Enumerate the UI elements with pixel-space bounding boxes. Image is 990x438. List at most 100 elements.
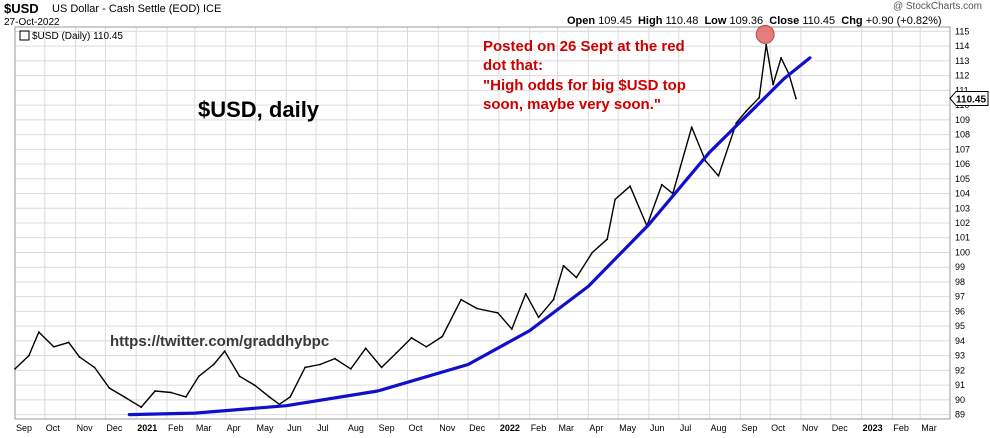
price-point	[319, 363, 321, 366]
y-tick-label: 95	[955, 321, 965, 331]
price-point	[425, 345, 428, 348]
note-line-4: soon, maybe very soon."	[483, 96, 661, 113]
y-tick-label: 114	[955, 41, 969, 51]
x-tick-label: May	[256, 423, 274, 433]
price-point	[289, 395, 292, 398]
price-point	[510, 328, 513, 331]
x-tick-label: Feb	[893, 423, 909, 433]
x-tick-label: Nov	[802, 423, 819, 433]
price-point	[253, 384, 256, 387]
y-tick-label: 106	[955, 159, 970, 169]
price-point	[772, 83, 775, 86]
x-tick-label: Sep	[741, 423, 757, 433]
chg-label: Chg	[841, 15, 863, 27]
x-tick-label: Apr	[227, 423, 241, 433]
price-point	[745, 110, 748, 112]
x-tick-label: 2022	[500, 423, 520, 433]
last-price-tag-shape	[949, 90, 989, 106]
price-point	[67, 341, 70, 344]
x-tick-label: 2021	[137, 423, 157, 433]
price-point	[123, 395, 126, 398]
y-tick-label: 108	[955, 130, 970, 140]
x-tick-label: 2023	[863, 423, 883, 433]
legend-label: $USD (Daily) 110.45	[32, 31, 123, 42]
brand-label[interactable]: @ StockCharts.com	[892, 1, 982, 12]
y-tick-label: 94	[955, 336, 965, 346]
y-tick-label: 89	[955, 410, 965, 420]
price-point	[334, 357, 336, 360]
price-point	[52, 345, 55, 348]
grid-lines	[14, 27, 950, 419]
x-tick-label: Oct	[46, 423, 61, 433]
x-tick-label: Feb	[531, 423, 547, 433]
price-point	[364, 347, 367, 350]
price-point	[304, 366, 307, 369]
price-point	[795, 97, 797, 100]
price-point	[395, 351, 398, 354]
price-point	[591, 251, 594, 254]
chg-value: +0.90 (+0.82%)	[865, 15, 942, 27]
red-note: Posted on 26 Sept at the red dot that: "…	[483, 38, 686, 113]
y-tick-label: 104	[955, 189, 970, 199]
price-point	[537, 316, 540, 319]
price-point	[185, 395, 187, 398]
price-point	[197, 375, 200, 378]
x-tick-label: Jul	[317, 423, 329, 433]
y-tick-label: 111	[955, 85, 969, 95]
x-tick-label: Aug	[711, 423, 727, 433]
price-point	[629, 185, 631, 188]
price-point	[765, 43, 768, 46]
x-tick-label: Sep	[16, 423, 32, 433]
note-line-1: Posted on 26 Sept at the red	[483, 38, 685, 55]
price-point	[212, 363, 215, 366]
x-tick-label: May	[619, 423, 637, 433]
price-point	[78, 356, 81, 359]
price-point	[223, 350, 226, 353]
price-point	[93, 366, 96, 369]
price-point	[476, 307, 478, 310]
x-tick-label: Jul	[680, 423, 692, 433]
trendline	[127, 56, 812, 417]
y-tick-label: 97	[955, 292, 965, 302]
x-axis: Sep Oct Nov Dec 2021 Feb Mar Apr May Jun Jul Aug Sep…	[16, 423, 937, 433]
chart-annotation-title: $USD, daily	[198, 97, 320, 122]
price-point	[37, 331, 40, 333]
y-tick-label: 109	[955, 115, 970, 125]
marker-layer	[755, 24, 775, 44]
x-tick-label: Nov	[77, 423, 94, 433]
low-value: 109.36	[729, 15, 764, 27]
x-tick-label: Apr	[589, 423, 603, 433]
price-point	[497, 311, 499, 314]
price-point	[614, 198, 617, 201]
y-tick-label: 101	[955, 233, 970, 243]
x-tick-label: Mar	[921, 423, 937, 433]
legend-swatch	[19, 30, 30, 41]
price-point	[524, 292, 527, 295]
legend: $USD (Daily) 110.45	[19, 30, 123, 42]
note-line-3: "High odds for big $USD top	[483, 77, 686, 94]
x-tick-label: Mar	[196, 423, 212, 433]
open-label: Open	[567, 15, 596, 27]
close-value: 110.45	[802, 15, 836, 27]
y-tick-label: 93	[955, 351, 965, 361]
price-point	[562, 264, 565, 267]
last-price-tag: 110.45	[949, 90, 989, 106]
price-point	[780, 57, 782, 59]
y-tick-label: 92	[955, 365, 965, 375]
price-point	[460, 298, 463, 301]
price-point	[441, 335, 444, 338]
price-point	[238, 375, 241, 378]
ticker-symbol: $USD	[4, 1, 39, 16]
y-tick-label: 98	[955, 277, 965, 287]
price-point	[108, 387, 111, 389]
price-point	[380, 366, 383, 369]
price-point	[349, 367, 352, 370]
price-point	[758, 96, 761, 99]
x-tick-label: Oct	[771, 423, 786, 433]
y-tick-label: 99	[955, 262, 965, 272]
low-label: Low	[704, 15, 727, 27]
ticker-description: US Dollar - Cash Settle (EOD) ICE	[52, 3, 222, 15]
chart-date: 27-Oct-2022	[4, 17, 60, 28]
y-tick-label: 100	[955, 247, 970, 257]
